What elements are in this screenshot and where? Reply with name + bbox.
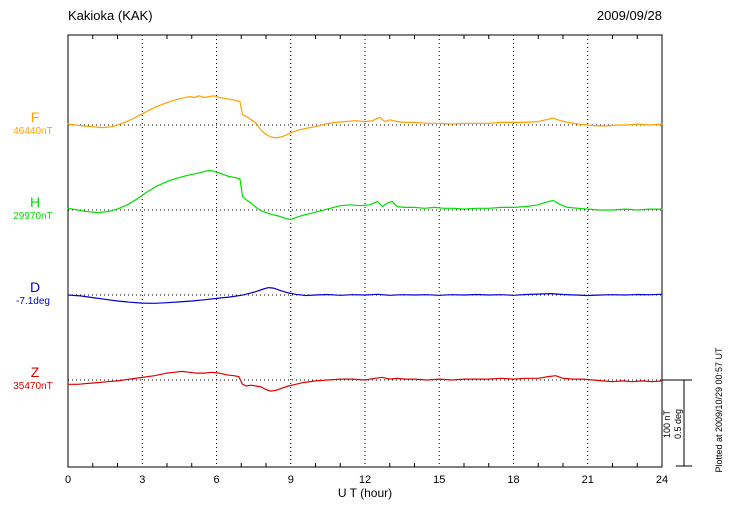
series-letter-H: H: [29, 194, 41, 210]
date-label: 2009/09/28: [596, 8, 662, 23]
scale-bar-label: 100 nT 0.5 deg: [662, 394, 684, 454]
series-baseline-value-D: -7.1deg: [16, 296, 50, 307]
x-axis-title: U T (hour): [337, 486, 393, 500]
x-tick-label: 15: [433, 474, 445, 486]
series-baseline-value-F: 46440nT: [13, 126, 53, 137]
x-tick-label: 24: [656, 474, 668, 486]
series-letter-D: D: [29, 279, 41, 295]
x-tick-label: 21: [582, 474, 594, 486]
series-baseline-value-Z: 35470nT: [13, 381, 53, 392]
x-tick-label: 9: [288, 474, 294, 486]
series-baseline-value-H: 29970nT: [13, 211, 53, 222]
x-tick-label: 3: [139, 474, 145, 486]
scale-bar-nt: 100 nT: [662, 409, 672, 439]
x-tick-label: 0: [65, 474, 71, 486]
series-line-F: [67, 95, 663, 139]
series-letter-F: F: [30, 109, 40, 125]
x-tick-label: 18: [507, 474, 519, 486]
series-line-H: [67, 169, 663, 221]
page-title: Kakioka (KAK): [68, 8, 153, 23]
x-tick-label: 12: [359, 474, 371, 486]
series-line-D: [67, 287, 663, 304]
scale-bar-deg: 0.5 deg: [673, 408, 683, 440]
series-letter-Z: Z: [30, 364, 40, 380]
x-tick-label: 6: [213, 474, 219, 486]
plotted-at-label: Plotted at 2009/10/29 00:57 UT: [714, 347, 724, 473]
series-line-Z: [67, 370, 663, 392]
